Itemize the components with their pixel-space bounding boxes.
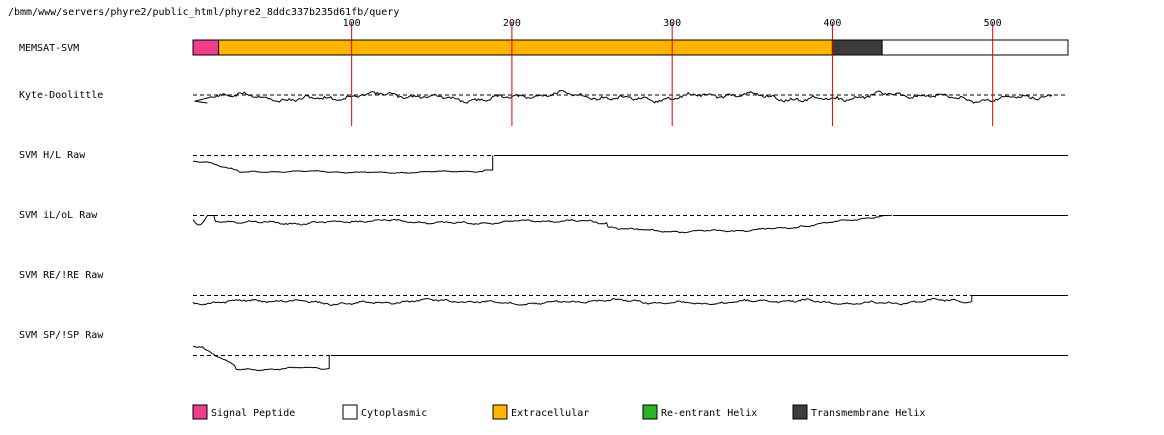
ruler-tick-label: 300 <box>663 18 681 29</box>
memsat-seg-extracellular <box>218 39 833 56</box>
legend-swatch-signal-peptide <box>192 404 208 420</box>
legend-label-transmembrane-helix: Transmembrane Helix <box>811 408 925 419</box>
ilol-profile <box>192 215 892 234</box>
legend-label-extracellular: Extracellular <box>511 408 589 419</box>
ruler-tick-label: 500 <box>984 18 1002 29</box>
spisp-profile <box>192 345 330 372</box>
kd-profile <box>194 89 1053 104</box>
legend-swatch-extracellular <box>492 404 508 420</box>
reire-profile <box>192 295 973 307</box>
track-label-svm-hl: SVM H/L Raw <box>19 150 86 161</box>
memsat-seg-transmembrane <box>831 39 883 56</box>
legend-swatch-cytoplasmic <box>342 404 358 420</box>
track-label-memsat: MEMSAT-SVM <box>19 43 79 54</box>
legend-label-cytoplasmic: Cytoplasmic <box>361 408 427 419</box>
memsat-seg-cytoplasmic <box>881 39 1069 56</box>
memsat-seg-signal <box>192 39 220 56</box>
legend-swatch-reentrant-helix <box>642 404 658 420</box>
profiles <box>192 89 1053 372</box>
legend-label-reentrant-helix: Re-entrant Helix <box>661 408 757 419</box>
legend: Signal Peptide Cytoplasmic Extracellular… <box>192 404 925 420</box>
hl-profile <box>192 155 494 174</box>
track-label-svm-reire: SVM RE/!RE Raw <box>19 270 104 281</box>
baselines <box>193 94 1068 356</box>
track-labels: MEMSAT-SVM Kyte-Doolittle SVM H/L Raw SV… <box>19 43 104 341</box>
file-path: /bmm/www/servers/phyre2/public_html/phyr… <box>8 7 399 18</box>
ruler-tick-label: 100 <box>343 18 361 29</box>
ruler: 100 200 300 400 500 <box>343 18 1002 126</box>
track-label-kyte-doolittle: Kyte-Doolittle <box>19 90 103 101</box>
memsat-bar <box>192 39 1069 56</box>
ruler-tick-label: 400 <box>823 18 841 29</box>
legend-swatch-transmembrane-helix <box>792 404 808 420</box>
legend-label-signal-peptide: Signal Peptide <box>211 408 295 419</box>
ruler-tick-label: 200 <box>503 18 521 29</box>
track-label-svm-ilol: SVM iL/oL Raw <box>19 210 98 221</box>
track-label-svm-spisp: SVM SP/!SP Raw <box>19 330 104 341</box>
